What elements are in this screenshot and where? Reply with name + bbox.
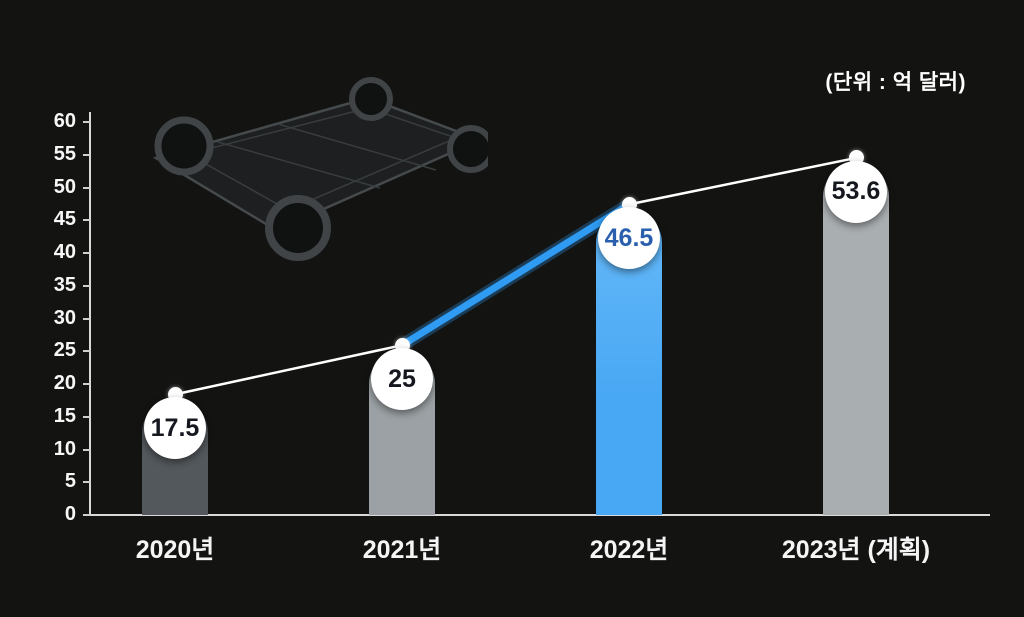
y-tick-mark	[83, 317, 90, 320]
ev-platform-image	[152, 77, 488, 261]
y-tick-mark	[83, 481, 90, 484]
x-category-label: 2020년	[135, 536, 215, 564]
y-axis-line	[89, 112, 91, 516]
y-tick-label: 20	[53, 372, 76, 394]
value-badge-2023년 (계획): 53.6	[825, 160, 887, 223]
y-tick-label: 10	[53, 437, 76, 460]
wheel-icon	[349, 77, 393, 121]
y-tick-label: 0	[64, 503, 76, 525]
y-tick-mark	[83, 514, 90, 516]
y-tick-label: 55	[53, 142, 76, 165]
y-tick-label: 15	[53, 404, 76, 427]
y-tick-mark	[83, 219, 90, 222]
x-category-label: 2021년	[362, 536, 442, 564]
y-tick-mark	[83, 121, 90, 123]
y-tick-mark	[83, 153, 90, 156]
unit-label: (단위 : 억 달러)	[825, 71, 966, 94]
x-axis-line	[89, 514, 990, 516]
y-tick-mark	[83, 383, 90, 385]
y-tick-label: 50	[53, 175, 76, 198]
y-tick-mark	[83, 350, 90, 353]
x-category-label: 2023년 (계획)	[781, 536, 931, 564]
wheel-icon	[154, 116, 214, 176]
y-tick-label: 60	[53, 110, 76, 132]
y-tick-mark	[83, 252, 90, 254]
y-tick-mark	[83, 415, 90, 418]
y-tick-label: 5	[64, 470, 76, 493]
y-tick-label: 35	[53, 273, 76, 296]
y-tick-mark	[83, 448, 90, 451]
wheel-icon	[447, 125, 488, 173]
y-tick-label: 30	[53, 306, 76, 329]
wheel-icon	[265, 195, 331, 261]
value-badge-2020년: 17.5	[144, 397, 206, 460]
value-badge-2021년: 25	[371, 348, 433, 411]
y-tick-mark	[83, 284, 90, 287]
y-tick-label: 40	[53, 241, 76, 263]
y-tick-label: 45	[53, 208, 76, 231]
x-category-label: 2022년	[589, 536, 669, 564]
y-tick-mark	[83, 186, 90, 189]
value-badge-2022년: 46.5	[598, 207, 660, 270]
y-tick-label: 25	[53, 339, 76, 362]
